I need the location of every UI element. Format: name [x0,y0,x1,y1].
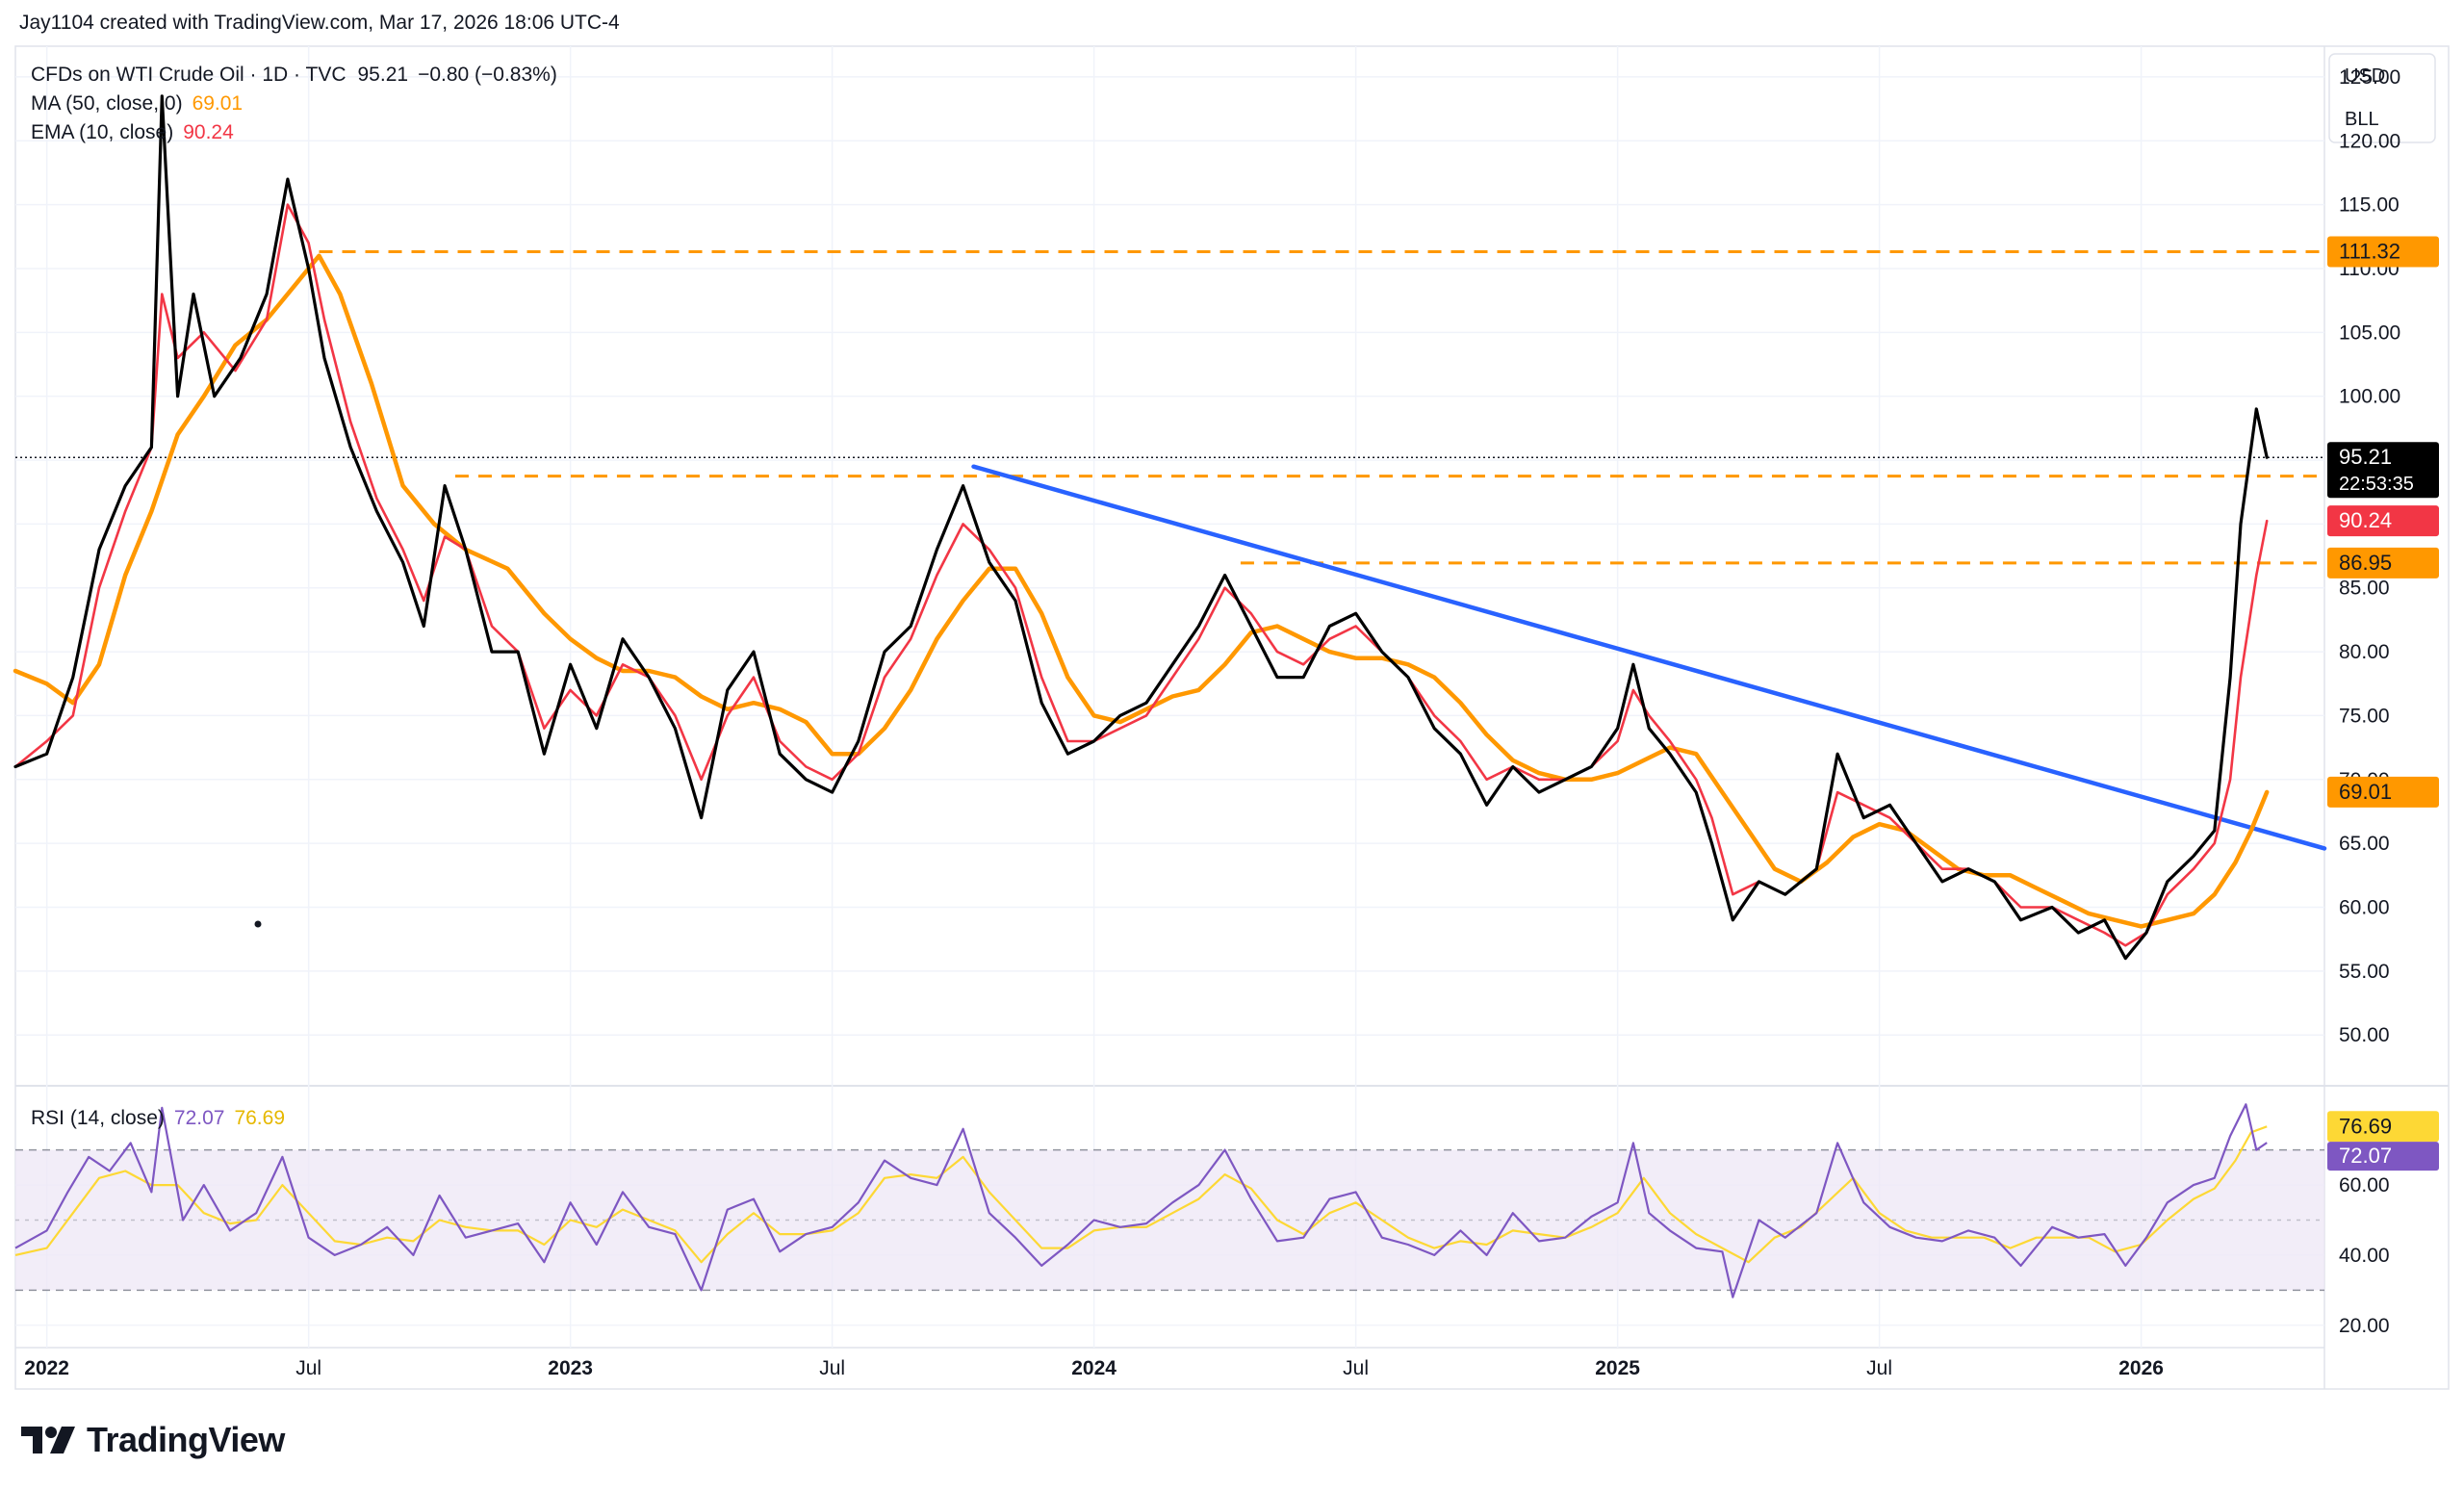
price-tick-label: 75.00 [2339,705,2390,727]
time-tick-label: Jul [819,1357,845,1379]
time-tick-label: Jul [1343,1357,1369,1379]
price-tick-label: 120.00 [2339,130,2400,152]
price-tick-label: 55.00 [2339,961,2390,983]
legend-symbol: CFDs on WTI Crude Oil · 1D · TVC [31,64,346,86]
rsi-tag: 72.07 [2327,1142,2439,1171]
rsi-tick-label: 20.00 [2339,1315,2390,1337]
legend-change: −0.80 (−0.83%) [418,64,557,86]
price-tick-label: 125.00 [2339,66,2400,89]
rsi-ma-series-line [14,1125,2268,1264]
level-tag-86.95-text: 86.95 [2339,551,2392,575]
price-tick-label: 80.00 [2339,641,2390,663]
price-tick-label: 50.00 [2339,1024,2390,1046]
rsi-tag-text: 72.07 [2339,1144,2392,1168]
price-tick-label: 65.00 [2339,833,2390,855]
legend-ma-label: MA (50, close, 0) [31,92,183,115]
legend-rsi-value: 72.07 [174,1107,225,1129]
tradingview-logo-icon [21,1427,75,1453]
ema-price-tag-bg [2327,505,2439,537]
trendline [971,464,2327,851]
time-tick-label: 2023 [548,1357,593,1379]
legend-rsi-label: RSI (14, close) [31,1107,165,1129]
level-tag-111.32-bg [2327,236,2439,268]
ema-price-tag: 90.24 [2327,505,2439,537]
legend-ema-value: 90.24 [183,121,234,143]
rsi-tick-label: 40.00 [2339,1245,2390,1267]
price-tick-label: 115.00 [2339,194,2400,217]
time-tick-label: 2026 [2118,1357,2164,1379]
price-tick-label: 85.00 [2339,578,2390,600]
rsi-ma-tag-text: 76.69 [2339,1114,2392,1138]
currency-box [2328,53,2436,143]
price-tick-label: 105.00 [2339,322,2400,344]
ma-price-tag: 69.01 [2327,776,2439,808]
price-tags: 111.3293.7586.9595.2122:53:3590.2469.017… [2327,236,2439,1171]
horizontal-levels [15,249,2324,565]
price-tick-label: 60.00 [2339,896,2390,918]
chart-frame [14,45,2450,1390]
level-tag-86.95: 86.95 [2327,547,2439,579]
last-price-tag: 95.21 22:53:35 [2327,442,2439,499]
price-series-line [13,94,2269,961]
ema-series-line [13,203,2269,947]
last-price-tag-text: 95.21 [2339,445,2392,469]
ma-price-tag-text: 69.01 [2339,780,2392,804]
currency-code: USD [2345,65,2385,87]
legend-line-ema: EMA (10, close) 90.24 [31,121,234,143]
legend-rsi-ma-value: 76.69 [234,1107,285,1129]
stray-dot [254,920,262,928]
rsi-series [14,1103,2268,1299]
author-line: Jay1104 created with TradingView.com, Ma… [19,12,620,34]
ma-price-tag-bg [2327,776,2439,808]
legend-last: 95.21 [358,64,409,86]
time-tick-label: Jul [1866,1357,1892,1379]
rsi-band-fill [15,1149,2324,1291]
price-tick-label: 100.00 [2339,386,2400,408]
currency-unit: BLL [2345,109,2379,130]
time-axis: 2022 Jul 2023 Jul 2024 Jul 2025 Jul 2026 [24,1357,2164,1379]
legend-line-rsi: RSI (14, close) 72.07 76.69 [31,1107,285,1129]
legend-ma-value: 69.01 [192,92,244,115]
time-tick-label: Jul [295,1357,321,1379]
rsi-tag-bg [2327,1142,2439,1171]
rsi-ma-tag-bg [2327,1111,2439,1143]
rsi-tick-label: 60.00 [2339,1174,2390,1196]
rsi-series-line [14,1103,2268,1299]
time-tick-label: 2022 [24,1357,69,1379]
legend-ema-label: EMA (10, close) [31,121,173,143]
tradingview-logo-text: TradingView [87,1420,285,1459]
level-tag-86.95-bg [2327,547,2439,579]
legend-line-1: CFDs on WTI Crude Oil · 1D · TVC 95.21 −0.… [31,64,557,86]
time-tick-label: 2024 [1071,1357,1116,1379]
level-tag-111.32-text: 111.32 [2339,239,2400,263]
ma-series-line [13,253,2270,929]
last-price-tag-bg [2327,442,2439,499]
rsi-band [15,1148,2324,1292]
ema-price-tag-text: 90.24 [2339,508,2392,532]
rsi-ma-tag: 76.69 [2327,1111,2439,1143]
time-tick-label: 2025 [1595,1357,1640,1379]
level-tag-111.32: 111.32 [2327,236,2439,268]
countdown-text: 22:53:35 [2339,474,2414,495]
rsi-axis: 20.00 40.00 60.00 [2339,1174,2390,1337]
price-series [13,94,2327,961]
legend-line-ma: MA (50, close, 0) 69.01 [31,92,243,115]
tradingview-logo[interactable]: TradingView [19,1420,285,1460]
